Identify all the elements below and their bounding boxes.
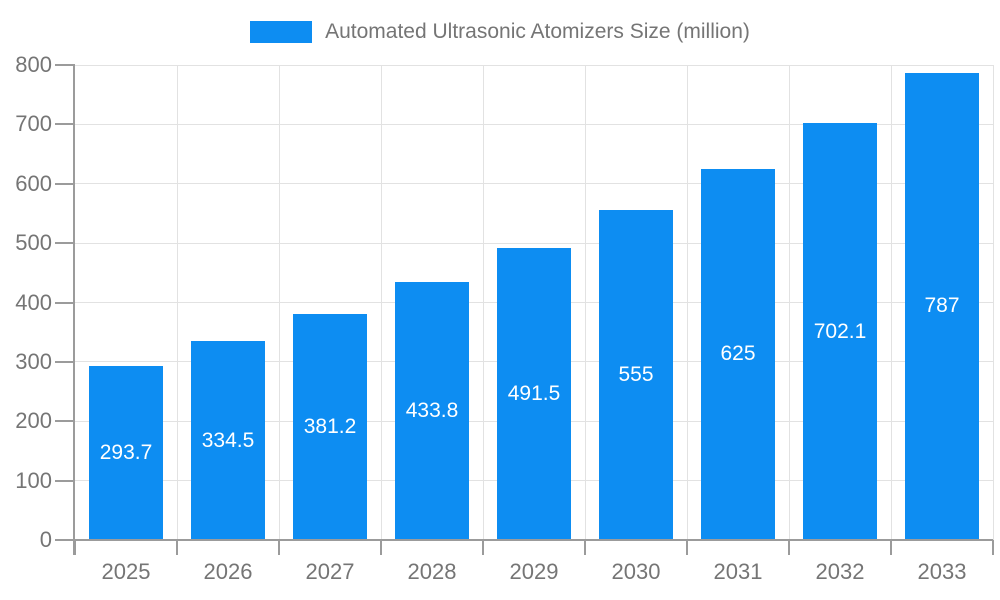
x-axis-tick-label: 2029 xyxy=(509,559,559,584)
legend: Automated Ultrasonic Atomizers Size (mil… xyxy=(0,20,1000,44)
y-axis-tick-label: 700 xyxy=(15,111,52,137)
v-gridline xyxy=(482,65,484,540)
bar-value-label: 433.8 xyxy=(405,399,459,423)
y-axis-tick xyxy=(55,360,75,363)
y-axis-tick xyxy=(55,242,75,245)
v-gridline xyxy=(686,65,688,540)
bar-2025: 293.7 xyxy=(89,365,163,540)
bar-value-label: 702.1 xyxy=(813,319,867,343)
x-axis-tick xyxy=(686,540,688,555)
y-axis-tick-label: 200 xyxy=(15,408,52,434)
bar-value-label: 293.7 xyxy=(99,440,153,464)
x-axis-tick-label: 2025 xyxy=(101,559,151,584)
y-axis-tick-label: 300 xyxy=(15,348,52,374)
y-axis-tick-label: 400 xyxy=(15,289,52,315)
x-axis-tick xyxy=(380,540,382,555)
v-gridline xyxy=(176,65,178,540)
v-gridline xyxy=(380,65,382,540)
bar-2027: 381.2 xyxy=(293,313,367,540)
v-gridline xyxy=(788,65,790,540)
bar-2029: 491.5 xyxy=(497,248,571,540)
y-axis-tick-label: 600 xyxy=(15,170,52,196)
legend-swatch xyxy=(250,21,313,43)
y-axis-line xyxy=(73,65,75,555)
v-gridline xyxy=(278,65,280,540)
bar-value-label: 381.2 xyxy=(303,414,357,438)
bar-2030: 555 xyxy=(599,210,673,540)
x-axis-tick xyxy=(482,540,484,555)
y-axis-tick-label: 500 xyxy=(15,230,52,256)
y-axis-tick-label: 0 xyxy=(39,527,52,552)
legend-label: Automated Ultrasonic Atomizers Size (mil… xyxy=(325,20,750,43)
x-axis-line xyxy=(55,539,993,541)
y-axis-tick-label: 100 xyxy=(15,467,52,493)
h-gridline xyxy=(75,183,993,185)
x-axis-tick-label: 2031 xyxy=(713,559,763,584)
x-axis-tick xyxy=(278,540,280,555)
y-axis-tick xyxy=(55,64,75,66)
y-axis-tick xyxy=(55,182,75,185)
bar-value-label: 555 xyxy=(618,363,654,387)
x-axis-tick xyxy=(584,540,586,555)
x-axis-tick xyxy=(992,540,994,555)
bar-2032: 702.1 xyxy=(803,123,877,540)
bar-2028: 433.8 xyxy=(395,282,469,540)
x-axis-tick-label: 2032 xyxy=(815,559,865,584)
x-axis-tick xyxy=(74,540,76,555)
x-axis-tick-label: 2030 xyxy=(611,559,661,584)
bar-value-label: 787 xyxy=(924,294,960,318)
bar-2031: 625 xyxy=(701,168,775,540)
bar-value-label: 491.5 xyxy=(507,382,561,406)
h-gridline xyxy=(75,123,993,125)
y-axis-tick-label: 800 xyxy=(15,52,52,77)
x-axis-tick xyxy=(788,540,790,555)
y-axis-tick xyxy=(55,301,75,304)
bar-2026: 334.5 xyxy=(191,341,265,540)
v-gridline xyxy=(584,65,586,540)
bar-value-label: 334.5 xyxy=(201,428,255,452)
x-axis-tick xyxy=(890,540,892,555)
h-gridline xyxy=(75,242,993,244)
y-axis-tick xyxy=(55,479,75,482)
x-axis-tick-label: 2027 xyxy=(305,559,355,584)
bar-value-label: 625 xyxy=(720,342,756,366)
v-gridline xyxy=(890,65,892,540)
bar-2033: 787 xyxy=(905,72,979,540)
x-axis-tick xyxy=(176,540,178,555)
x-axis-tick-label: 2033 xyxy=(917,559,967,584)
y-axis-tick xyxy=(55,420,75,423)
v-gridline xyxy=(992,65,994,540)
x-axis-tick-label: 2028 xyxy=(407,559,457,584)
x-axis-tick-label: 2026 xyxy=(203,559,253,584)
y-axis-tick xyxy=(55,123,75,126)
h-gridline xyxy=(75,64,993,66)
